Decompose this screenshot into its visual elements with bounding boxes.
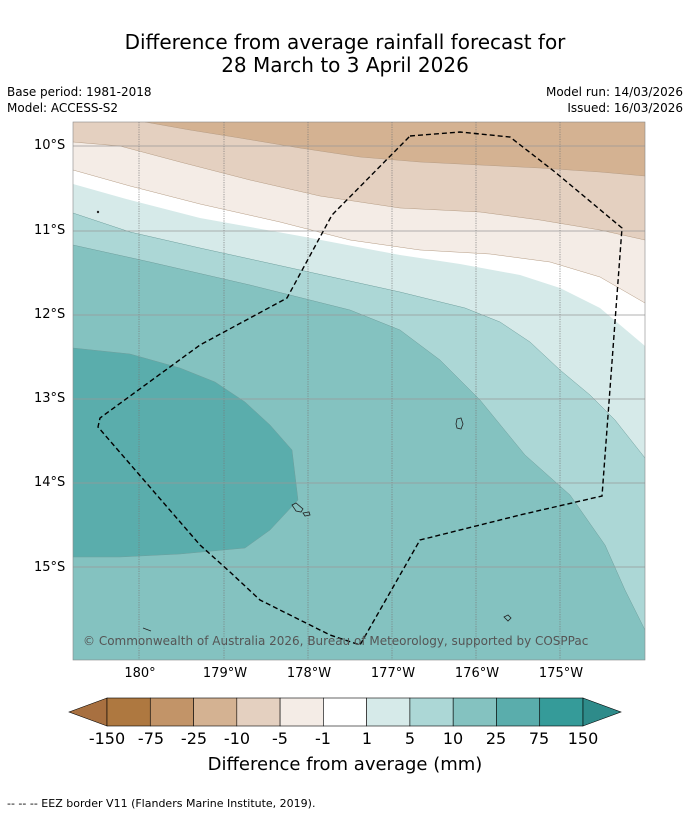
lon-label-179w: 179°W — [202, 666, 248, 681]
issued-date: Issued: 16/03/2026 — [567, 101, 683, 115]
colorbar-tick: -25 — [180, 729, 208, 748]
colorbar-cell — [409, 697, 454, 727]
colorbar-cell — [323, 697, 367, 727]
lat-label-12s: 12°S — [34, 307, 66, 322]
island-south-small — [302, 511, 311, 517]
metadata-left: Base period: 1981-2018 Model: ACCESS-S2 — [7, 84, 152, 116]
colorbar-tick: 150 — [567, 729, 599, 748]
colorbar-tick: 10 — [442, 729, 464, 748]
colorbar-extend-low — [68, 697, 108, 727]
colorbar-tick: -10 — [223, 729, 251, 748]
colorbar-cell — [193, 697, 238, 727]
lon-label-175w: 175°W — [538, 666, 584, 681]
lon-label-180: 180° — [124, 666, 156, 681]
colorbar-cell — [236, 697, 281, 727]
map-title: Difference from average rainfall forecas… — [0, 31, 690, 77]
colorbar-cell — [366, 697, 411, 727]
band-neg25-neg10 — [145, 122, 645, 176]
eez-footnote: -- -- -- EEZ border V11 (Flanders Marine… — [7, 797, 316, 810]
rainfall-map — [72, 121, 646, 661]
colorbar — [68, 697, 622, 727]
lon-label-178w: 178°W — [286, 666, 332, 681]
lat-label-15s: 15°S — [34, 560, 66, 575]
island-southeast — [503, 614, 512, 622]
colorbar-cell — [279, 697, 324, 727]
lon-label-177w: 177°W — [370, 666, 416, 681]
colorbar-label: Difference from average (mm) — [207, 754, 483, 775]
colorbar-tick: 75 — [528, 729, 550, 748]
copyright-notice: © Commonwealth of Australia 2026, Bureau… — [83, 634, 589, 648]
islands — [96, 210, 512, 632]
lat-label-11s: 11°S — [34, 223, 66, 238]
colorbar-cell — [106, 697, 151, 727]
model-run: Model run: 14/03/2026 — [545, 85, 683, 99]
colorbar-tick: -75 — [137, 729, 165, 748]
colorbar-cells — [68, 697, 622, 727]
lon-label-176w: 176°W — [454, 666, 500, 681]
colorbar-cell — [496, 697, 541, 727]
colorbar-tick: 1 — [361, 729, 373, 748]
colorbar-cell — [539, 697, 584, 727]
colorbar-tick: -150 — [88, 729, 126, 748]
graticule — [73, 122, 645, 660]
colorbar-cell — [452, 697, 497, 727]
metadata-right: Model run: 14/03/2026 Issued: 16/03/2026 — [546, 84, 683, 116]
band-25-75 — [73, 348, 298, 557]
colorbar-cell — [149, 697, 194, 727]
island-east — [455, 417, 464, 430]
colorbar-extend-high — [582, 697, 622, 727]
colorbar-tick: 5 — [404, 729, 416, 748]
colorbar-tick: 25 — [485, 729, 507, 748]
title-line-2: 28 March to 3 April 2026 — [221, 53, 469, 77]
island-southwest — [142, 627, 152, 632]
lat-label-13s: 13°S — [34, 391, 66, 406]
colorbar-tick: -5 — [272, 729, 288, 748]
model-name: Model: ACCESS-S2 — [7, 101, 119, 115]
colorbar-tick: -1 — [315, 729, 331, 748]
lat-label-10s: 10°S — [34, 138, 66, 153]
lat-label-14s: 14°S — [34, 475, 66, 490]
base-period: Base period: 1981-2018 — [7, 85, 152, 99]
island-south-main — [291, 502, 304, 513]
title-line-1: Difference from average rainfall forecas… — [124, 30, 566, 54]
